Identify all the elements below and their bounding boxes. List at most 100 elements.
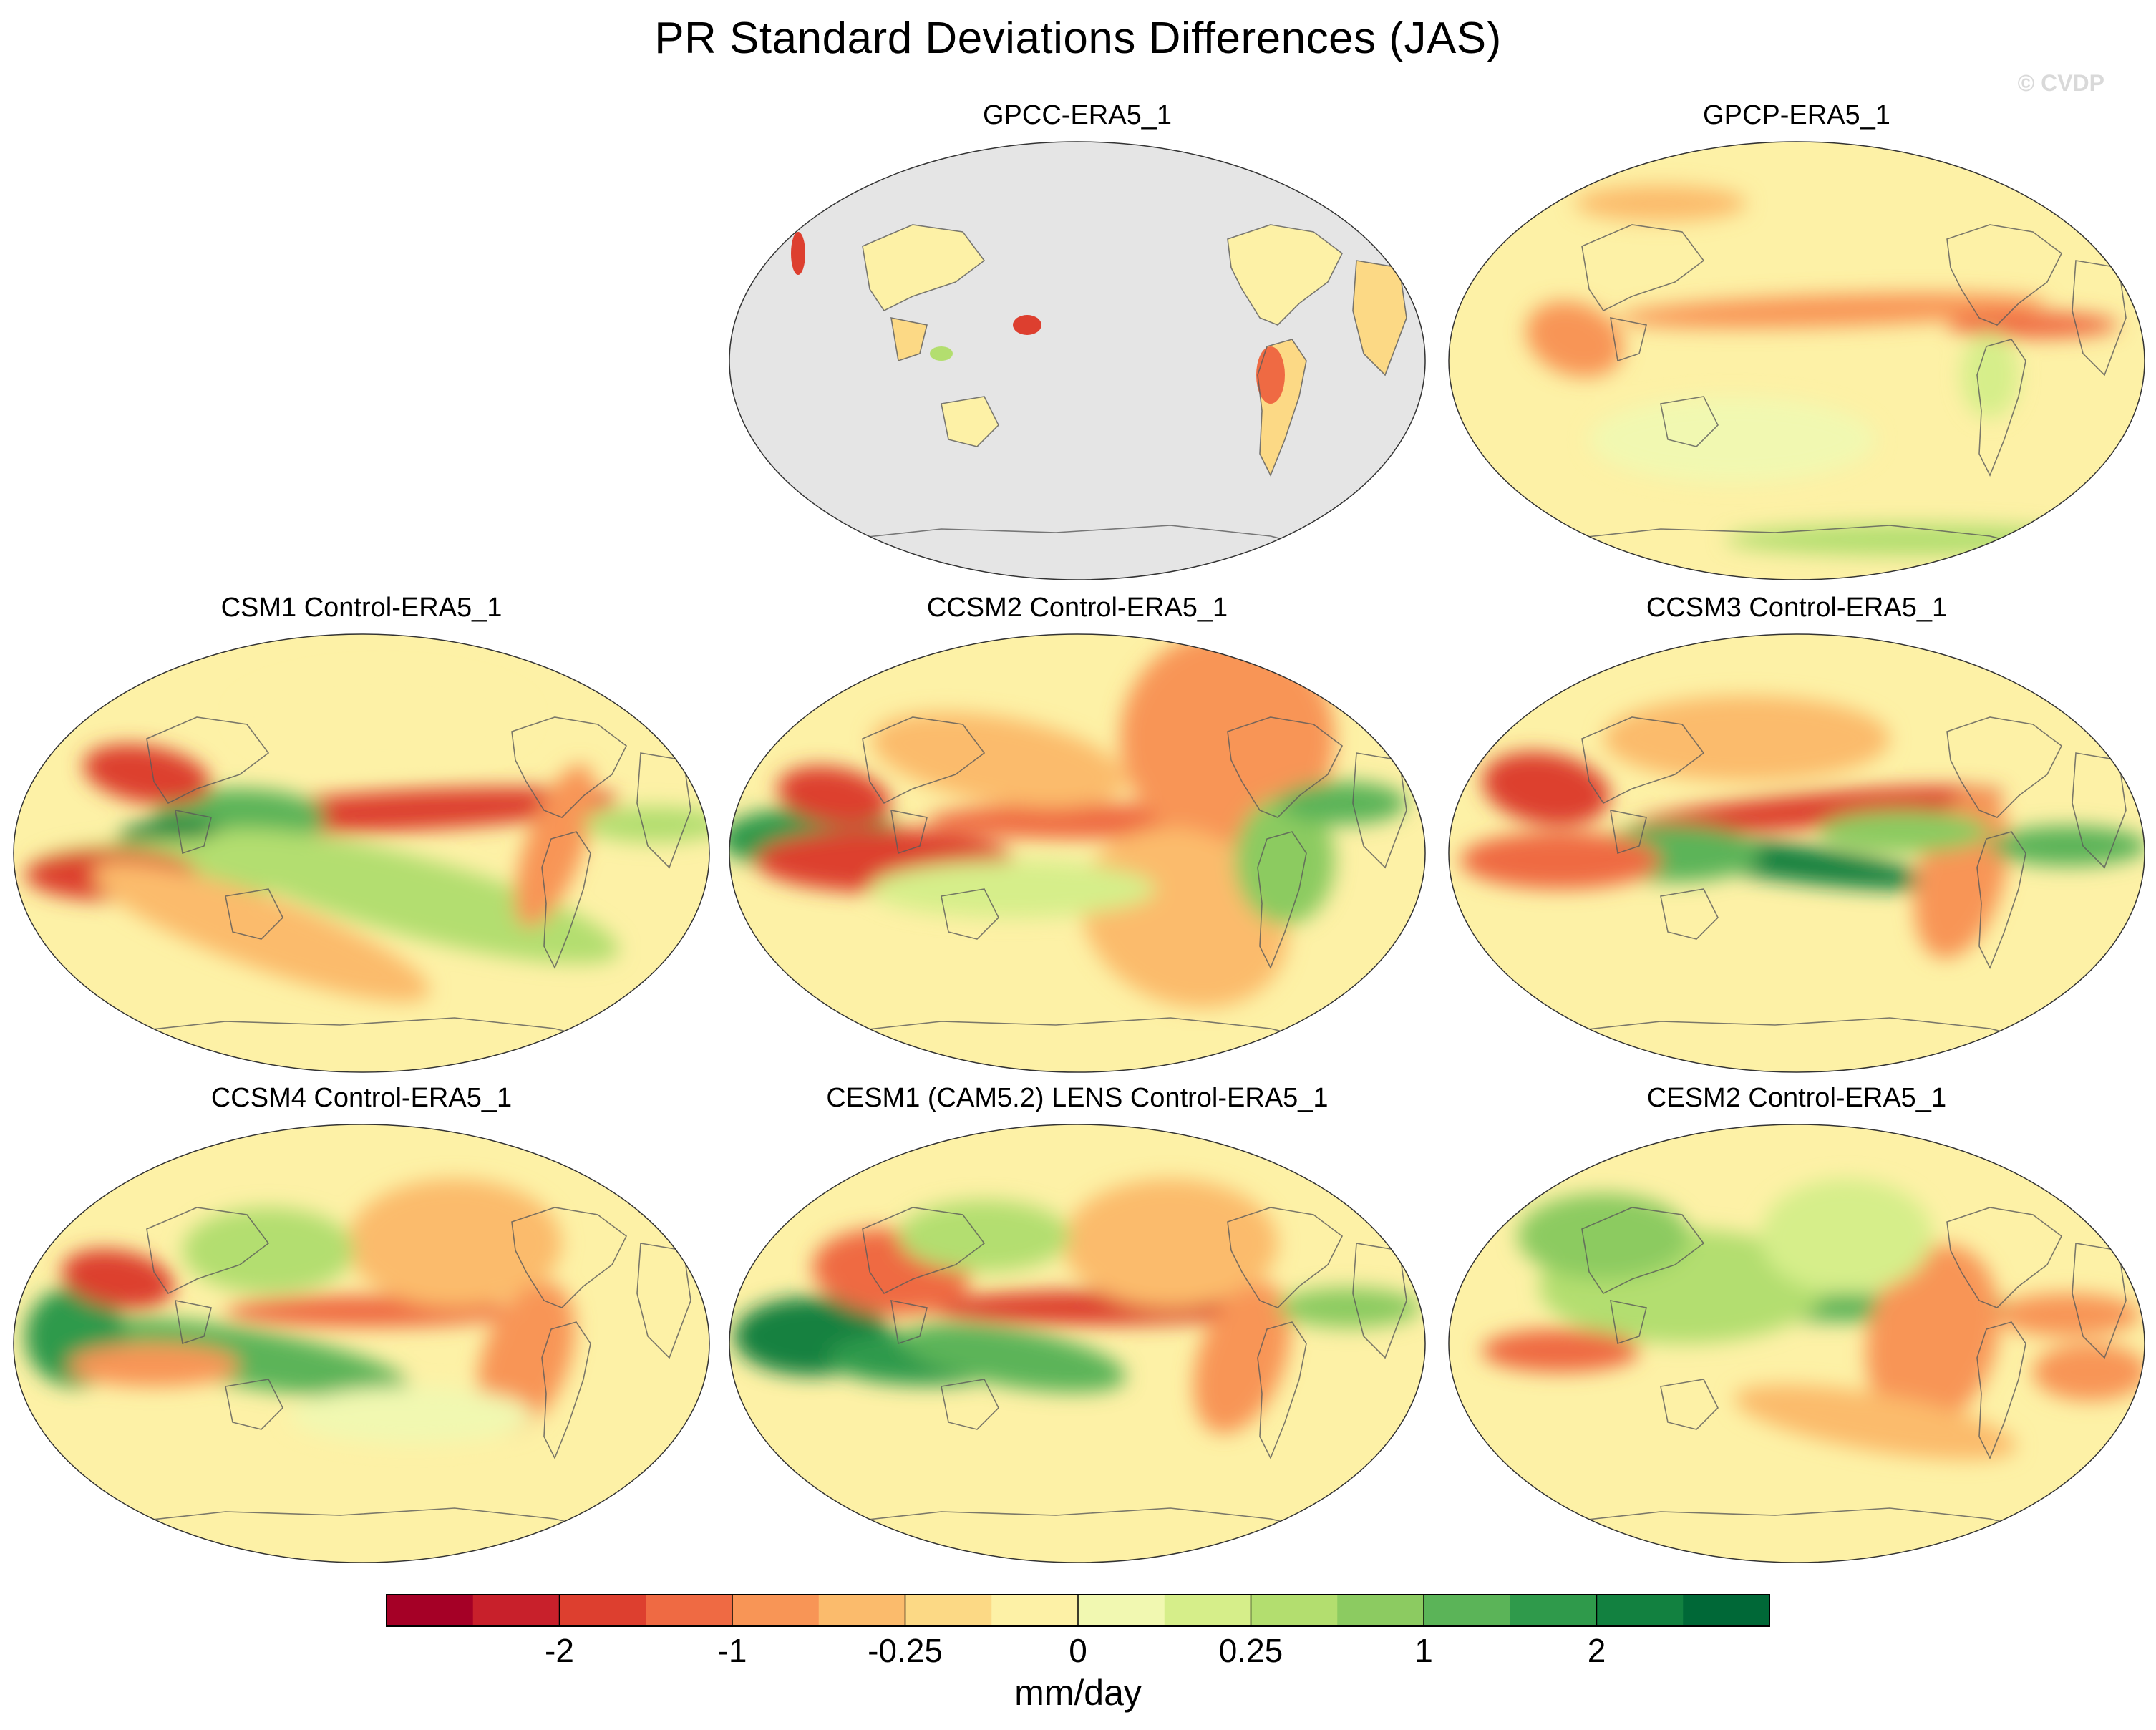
anomaly-field	[1734, 1384, 2017, 1460]
anomaly-field	[1575, 185, 1747, 221]
anomaly-field	[183, 1207, 354, 1293]
anomaly-field	[1278, 1288, 1421, 1328]
coastline	[1976, 1321, 2026, 1459]
anomaly-field	[900, 1323, 1126, 1393]
map-outline	[1448, 141, 2145, 580]
map-gpcp	[1448, 141, 2145, 580]
colorbar-swatch	[1596, 1595, 1684, 1626]
coastline	[541, 831, 591, 969]
panel-ccsm3: CCSM3 Control-ERA5_1	[1446, 593, 2147, 1073]
anomaly-field	[1761, 1179, 1933, 1293]
panel-title: GPCP-ERA5_1	[1703, 100, 1890, 130]
coastline	[840, 525, 1314, 548]
anomaly-field	[2033, 1343, 2145, 1401]
map-outline	[729, 633, 1426, 1073]
anomaly-patch	[1256, 346, 1285, 404]
coastline	[840, 1017, 1314, 1040]
figure-title: PR Standard Deviations Differences (JAS)	[654, 14, 1502, 63]
map-outline	[729, 141, 1426, 580]
colorbar-swatch	[1510, 1595, 1597, 1626]
anomaly-field	[61, 1249, 175, 1309]
colorbar-swatch	[991, 1595, 1079, 1626]
anomaly-field	[870, 860, 1156, 918]
colorbar-swatch	[732, 1595, 820, 1626]
anomaly-patch	[1013, 315, 1041, 335]
coastline	[511, 1207, 628, 1308]
colorbar-swatch	[1078, 1595, 1165, 1626]
colorbar-tick-label: -2	[545, 1632, 574, 1669]
anomaly-field	[1865, 1245, 2000, 1428]
anomaly-field	[477, 1282, 575, 1434]
coastline	[1257, 831, 1307, 969]
colorbar-swatch	[559, 1595, 646, 1626]
anomaly-field	[240, 674, 526, 760]
coastline	[1946, 1207, 2063, 1308]
anomaly-field	[1603, 696, 1890, 782]
panel-title: CCSM2 Control-ERA5_1	[926, 593, 1228, 623]
anomaly-field	[1278, 782, 1407, 825]
colorbar-tick-label: 1	[1414, 1632, 1433, 1669]
panel-cesm1: CESM1 (CAM5.2) LENS Control-ERA5_1	[727, 1083, 1428, 1563]
coastline	[862, 1207, 986, 1295]
anomaly-field	[1120, 634, 1335, 846]
coastline	[1946, 716, 2063, 818]
map-gpcc	[729, 141, 1426, 580]
coastline	[175, 1299, 212, 1345]
coastline	[1976, 339, 2026, 477]
coastline	[1257, 339, 1307, 477]
map-outline	[729, 1124, 1426, 1563]
coastline	[890, 1299, 928, 1345]
panel-ccsm2: CCSM2 Control-ERA5_1	[727, 593, 1428, 1073]
colorbar-swatch	[1164, 1595, 1251, 1626]
anomaly-field	[92, 862, 430, 1002]
map-cesm1	[729, 1124, 1426, 1563]
coastline	[1660, 888, 1719, 940]
coastline	[225, 888, 283, 940]
map-outline	[13, 1124, 710, 1563]
coastline	[1660, 396, 1719, 447]
anomaly-field	[83, 744, 210, 805]
coastline	[890, 809, 928, 855]
anomaly-field	[898, 1200, 1070, 1272]
anomaly-field	[1990, 826, 2145, 866]
panel-title: GPCC-ERA5_1	[983, 100, 1172, 130]
anomaly-field	[1063, 1179, 1278, 1308]
coastline	[862, 224, 986, 312]
coastline	[1946, 224, 2063, 326]
panel-gpcc: GPCC-ERA5_1	[727, 100, 1428, 580]
panel-ccsm4: CCSM4 Control-ERA5_1	[11, 1083, 712, 1563]
anomaly-field	[1518, 1193, 1689, 1279]
coastline	[125, 1507, 598, 1530]
colorbar-swatch	[646, 1595, 733, 1626]
anomaly-field	[84, 1317, 409, 1399]
anomaly-field	[871, 712, 1126, 808]
anomaly-field	[290, 1386, 533, 1444]
coastline	[862, 716, 986, 805]
colorbar-swatch	[818, 1595, 905, 1626]
colorbar-swatch	[1683, 1595, 1770, 1626]
coastline	[1227, 1207, 1344, 1308]
coastline	[1581, 224, 1705, 312]
map-outline	[13, 633, 710, 1073]
coastline	[125, 1017, 598, 1040]
map-ccsm3	[1448, 633, 2145, 1073]
colorbar-swatch	[1424, 1595, 1511, 1626]
coastline	[225, 1379, 283, 1430]
anomaly-field	[1818, 810, 1990, 853]
coastline	[175, 809, 212, 855]
anomaly-field	[1482, 752, 1611, 826]
coastline	[511, 716, 628, 818]
anomaly-field	[347, 1179, 562, 1308]
coastline	[1257, 1321, 1307, 1459]
anomaly-field	[1526, 301, 1623, 377]
coastline	[1560, 1017, 2034, 1040]
land-value-region	[863, 225, 984, 311]
coastline	[890, 316, 928, 362]
coastline	[941, 888, 999, 940]
panel-csm1: CSM1 Control-ERA5_1	[11, 593, 712, 1073]
anomaly-field	[1482, 1329, 1639, 1372]
anomaly-field	[583, 807, 709, 842]
colorbar-tick-label: 0	[1069, 1632, 1087, 1669]
anomaly-field	[1997, 1293, 2140, 1336]
